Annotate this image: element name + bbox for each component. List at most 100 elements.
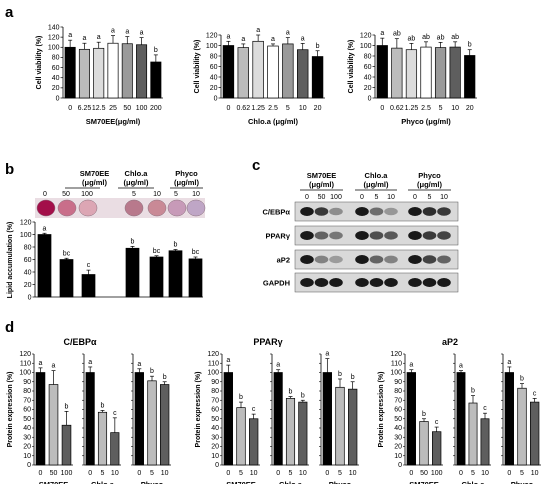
d1-g2-2-bar — [160, 384, 170, 466]
a2-xtick-label: 0 — [226, 105, 230, 112]
a1-sig-label: a — [97, 34, 101, 41]
chart-b-lipid-accumulation: 0 20 40 60 80 100 120 a bc c b bc b bc Lipid accumulat… — [7, 219, 203, 301]
a1-ytick-label: 120 — [48, 34, 60, 41]
panel-c-band — [384, 255, 398, 264]
d2-sig-label: b — [301, 392, 305, 399]
a2-2-bar — [252, 40, 264, 99]
panel-b-well-6 — [186, 199, 206, 217]
b-sig-label: c — [87, 262, 91, 269]
a1-4-bar — [121, 43, 133, 99]
d1-sig-label: a — [88, 359, 92, 366]
x-axis-label-line: Chlo.a — [462, 480, 486, 484]
a3-xtick-label: 0 — [380, 105, 384, 112]
d2-title: PPARγ — [253, 337, 282, 347]
panel-b-group-unit: (μg/ml) — [82, 178, 108, 187]
panel-c-group-name: Phyco — [418, 171, 441, 180]
x-axis-label-line: Phyco — [329, 480, 352, 484]
a3-ytick-label: 60 — [364, 64, 372, 71]
panel-letter-d: d — [5, 319, 14, 336]
a1-ytick-label: 0 — [56, 95, 60, 102]
chart-a3-cell-viability-phyco: 0 20 40 60 80 100 120 a 0 ab 0.62 ab 1.25 ab 2.5 ab 5 ab 1… — [348, 30, 477, 126]
a3-1-bar — [391, 47, 403, 99]
panel-c-dose-label: 5 — [375, 194, 379, 201]
d2-ytick-label: 0 — [215, 462, 219, 469]
d3-xtick-label: 10 — [531, 470, 539, 477]
a3-xtick-label: 5 — [439, 105, 443, 112]
panel-c-band — [384, 207, 398, 216]
x-axis-label-line: Phyco — [511, 480, 534, 484]
panel-b-dose-label: 10 — [153, 191, 161, 198]
b-ytick-label: 100 — [20, 232, 32, 239]
panel-b-dose-label: 5 — [174, 191, 178, 198]
d2-sig-label: a — [226, 357, 230, 364]
b-3-bar — [125, 247, 140, 298]
d1-sig-label: a — [137, 361, 141, 368]
d1-y-axis-label: Protein expression (%) — [7, 372, 14, 448]
a2-ytick-label: 40 — [210, 74, 218, 81]
d1-xtick-label: 10 — [161, 470, 169, 477]
panel-c-band — [369, 255, 384, 264]
d1-sig-label: b — [163, 374, 167, 381]
d1-ytick-label: 30 — [23, 434, 31, 441]
panel-c-band — [408, 255, 422, 264]
panel-b-well-5 — [167, 199, 187, 217]
a1-2-bar — [93, 47, 105, 99]
d2-ytick-label: 100 — [207, 370, 219, 377]
d1-g1-1-bar — [97, 411, 108, 466]
a3-ytick-label: 0 — [368, 95, 372, 102]
panel-c-band — [355, 231, 369, 240]
d2-y-axis-label: Protein expression (%) — [195, 372, 202, 448]
panel-c-band — [329, 231, 343, 240]
d3-ytick-label: 30 — [394, 434, 402, 441]
d2-ytick-label: 10 — [211, 453, 219, 460]
panel-b-dose-label: 0 — [43, 191, 47, 198]
d2-g0-0-bar — [223, 372, 233, 466]
panel-c-dose-label: 0 — [305, 194, 309, 201]
d2-xtick-label: 10 — [349, 470, 357, 477]
a2-6-bar — [311, 56, 324, 99]
d3-ytick-label: 50 — [394, 416, 402, 423]
x-axis-label-line: SM70EE — [409, 480, 439, 484]
a2-ytick-label: 60 — [210, 64, 218, 71]
b-1-bar — [59, 259, 74, 298]
panel-c-dose-label: 5 — [428, 194, 432, 201]
a1-xtick-label: 12.5 — [92, 105, 106, 112]
d3-g2-1-bar — [517, 387, 527, 466]
panel-c-dose-label: 50 — [318, 194, 326, 201]
d3-sig-label: b — [520, 376, 524, 383]
a1-ytick-label: 140 — [48, 24, 60, 31]
a1-sig-label: a — [68, 32, 72, 39]
panel-c-band — [408, 278, 422, 287]
panel-c-band — [422, 231, 437, 240]
b-sig-label: bc — [63, 250, 71, 257]
a3-sig-label: ab — [408, 35, 416, 42]
d2-g1-1-bar — [285, 398, 296, 466]
b-y-axis-label: Lipid accumulation (%) — [7, 222, 14, 299]
d1-sig-label: a — [39, 360, 43, 367]
d3-ytick-label: 90 — [394, 379, 402, 386]
d3-ytick-label: 120 — [390, 351, 402, 358]
a3-sig-label: ab — [437, 34, 445, 41]
a1-sig-label: a — [140, 30, 144, 37]
a3-ytick-label: 100 — [360, 43, 372, 50]
a1-ytick-label: 60 — [52, 65, 60, 72]
panel-c-band — [422, 278, 437, 287]
panel-c-group-name: Chlo.a — [365, 171, 389, 180]
d1-ytick-label: 50 — [23, 416, 31, 423]
panel-c-dose-label: 10 — [387, 194, 395, 201]
d2-sig-label: b — [239, 394, 243, 401]
a3-sig-label: a — [380, 30, 384, 37]
d1-xtick-label: 0 — [39, 470, 43, 477]
d1-xtick-label: 0 — [88, 470, 92, 477]
d1-ytick-label: 10 — [23, 453, 31, 460]
panel-c-dose-label: 100 — [330, 194, 342, 201]
panel-letter-b: b — [5, 161, 14, 178]
d2-g2-x-axis-label: Phyco(μg/ml) — [327, 480, 353, 484]
d3-g1-x-axis-label: Chlo.a(μg/ml) — [460, 480, 486, 484]
a3-5-bar — [449, 46, 461, 99]
b-sig-label: bc — [192, 249, 200, 256]
panel-c-group-unit: (μg/ml) — [417, 180, 443, 189]
d2-g0-x-axis-label: SM70EE(μg/ml) — [226, 480, 256, 484]
d2-g2-1-bar — [335, 386, 345, 466]
